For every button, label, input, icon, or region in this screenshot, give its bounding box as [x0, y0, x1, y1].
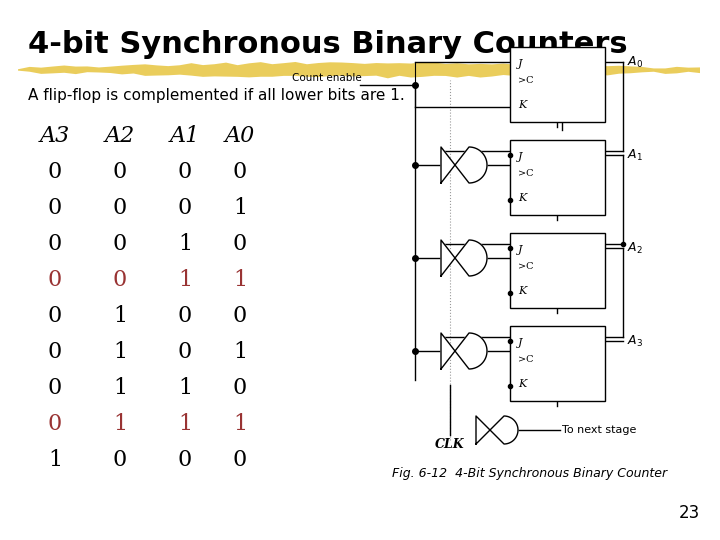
Text: 0: 0 [233, 305, 247, 327]
Text: 0: 0 [48, 197, 62, 219]
Text: 23: 23 [679, 504, 700, 522]
Bar [510, 326, 605, 401]
Text: K: K [518, 193, 526, 203]
Text: K: K [518, 100, 526, 110]
Text: 0: 0 [178, 449, 192, 471]
Polygon shape [476, 416, 518, 444]
Text: 1: 1 [178, 377, 192, 399]
Text: A1: A1 [170, 125, 200, 147]
Bar [510, 47, 605, 122]
Text: A2: A2 [105, 125, 135, 147]
Bar [510, 140, 605, 215]
Text: 1: 1 [178, 413, 192, 435]
Polygon shape [441, 147, 487, 183]
Text: 0: 0 [48, 161, 62, 183]
Text: J: J [518, 338, 523, 348]
Text: 1: 1 [233, 269, 247, 291]
Text: 0: 0 [233, 449, 247, 471]
Text: 1: 1 [113, 413, 127, 435]
Text: Count enable: Count enable [292, 73, 362, 83]
Text: 1: 1 [233, 197, 247, 219]
Text: 0: 0 [178, 197, 192, 219]
Text: >C: >C [518, 355, 534, 364]
Text: K: K [518, 286, 526, 296]
Text: 0: 0 [113, 449, 127, 471]
Text: Fig. 6-12  4-Bit Synchronous Binary Counter: Fig. 6-12 4-Bit Synchronous Binary Count… [392, 467, 667, 480]
Text: A0: A0 [225, 125, 255, 147]
Text: A flip-flop is complemented if all lower bits are 1.: A flip-flop is complemented if all lower… [28, 88, 405, 103]
Text: 0: 0 [233, 233, 247, 255]
Bar [510, 233, 605, 308]
Text: A3: A3 [40, 125, 70, 147]
Text: $A_1$: $A_1$ [627, 147, 643, 163]
Text: 0: 0 [48, 269, 62, 291]
Text: 1: 1 [178, 269, 192, 291]
Text: CLK: CLK [435, 438, 465, 451]
Text: $A_2$: $A_2$ [627, 240, 643, 255]
Text: 0: 0 [113, 269, 127, 291]
Text: 4-bit Synchronous Binary Counters: 4-bit Synchronous Binary Counters [28, 30, 628, 59]
Text: 0: 0 [48, 413, 62, 435]
Text: 0: 0 [48, 377, 62, 399]
Text: 0: 0 [48, 305, 62, 327]
Text: 0: 0 [113, 161, 127, 183]
Text: 0: 0 [113, 233, 127, 255]
Text: 0: 0 [48, 341, 62, 363]
Text: To next stage: To next stage [562, 425, 636, 435]
Text: 1: 1 [48, 449, 62, 471]
Text: 1: 1 [233, 341, 247, 363]
Text: 0: 0 [178, 341, 192, 363]
Text: 1: 1 [178, 233, 192, 255]
Text: $A_0$: $A_0$ [627, 55, 643, 70]
Text: K: K [518, 379, 526, 389]
Text: $A_3$: $A_3$ [627, 333, 643, 348]
Text: 1: 1 [233, 413, 247, 435]
Text: 1: 1 [113, 377, 127, 399]
Polygon shape [441, 333, 487, 369]
Text: 0: 0 [48, 233, 62, 255]
Text: >C: >C [518, 76, 534, 85]
Polygon shape [18, 62, 700, 78]
Text: 1: 1 [113, 341, 127, 363]
Text: >C: >C [518, 262, 534, 271]
Text: 0: 0 [113, 197, 127, 219]
Text: J: J [518, 152, 523, 162]
Text: 1: 1 [113, 305, 127, 327]
Text: 0: 0 [233, 377, 247, 399]
Text: >C: >C [518, 169, 534, 178]
Text: 0: 0 [178, 305, 192, 327]
Text: J: J [518, 245, 523, 255]
Text: 0: 0 [178, 161, 192, 183]
Text: J: J [518, 59, 523, 69]
Text: 0: 0 [233, 161, 247, 183]
Polygon shape [441, 240, 487, 276]
